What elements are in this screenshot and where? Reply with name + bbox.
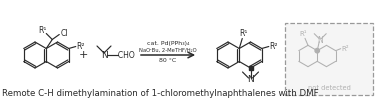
Text: R¹: R¹ (299, 31, 307, 37)
Text: Remote C-H dimethylamination of 1-chloromethylnaphthalenes with DMF: Remote C-H dimethylamination of 1-chloro… (2, 89, 319, 98)
Text: R¹: R¹ (38, 26, 46, 35)
Text: –CHO: –CHO (115, 50, 135, 59)
Text: R²: R² (76, 42, 85, 51)
Text: N: N (247, 76, 254, 85)
FancyBboxPatch shape (285, 23, 373, 95)
Text: not detected: not detected (308, 85, 350, 91)
Text: Cl: Cl (60, 29, 68, 38)
Text: R²: R² (270, 42, 278, 51)
Text: +: + (78, 50, 88, 60)
Circle shape (315, 48, 319, 53)
Text: N: N (101, 50, 107, 59)
Text: NaOᵗBu, 2-MeTHF/H₂O: NaOᵗBu, 2-MeTHF/H₂O (139, 47, 197, 53)
Bar (248, 66, 253, 70)
Text: R²: R² (341, 46, 349, 52)
Text: R¹: R¹ (239, 29, 248, 38)
Text: N: N (318, 36, 323, 45)
Text: 80 °C: 80 °C (160, 57, 177, 63)
Text: cat. Pd(PPh₃)₄: cat. Pd(PPh₃)₄ (147, 42, 189, 46)
